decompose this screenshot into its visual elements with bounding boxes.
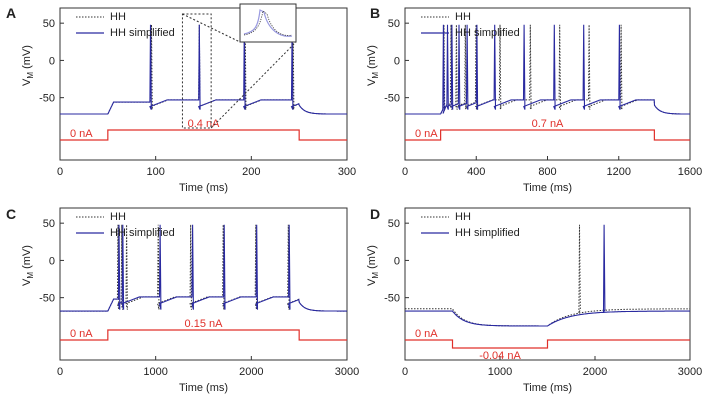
x-tick-label: 800 xyxy=(538,166,556,178)
x-tick-label: 0 xyxy=(57,366,63,378)
y-axis-label: VM (mV) xyxy=(366,45,380,86)
zoom-connector xyxy=(182,13,241,43)
trace-hh xyxy=(60,24,347,115)
x-axis-label: Time (ms) xyxy=(179,382,228,394)
current-base-label: 0 nA xyxy=(70,328,93,340)
inset-trace-simplified xyxy=(243,9,293,37)
legend-label-hh: HH xyxy=(455,211,471,223)
current-step-label: 0.15 nA xyxy=(185,318,224,330)
y-tick-label: 50 xyxy=(388,218,400,230)
current-base-label: 0 nA xyxy=(415,128,438,140)
y-tick-label: -50 xyxy=(39,93,55,105)
stimulus-trace xyxy=(405,129,690,141)
x-tick-label: 300 xyxy=(338,166,356,178)
x-axis-label: Time (ms) xyxy=(179,182,228,194)
legend-label-hh: HH xyxy=(110,11,126,23)
x-tick-label: 100 xyxy=(146,166,164,178)
legend-label-hh-simplified: HH simplified xyxy=(455,27,520,39)
y-tick-label: 0 xyxy=(49,55,55,67)
y-tick-label: 0 xyxy=(394,55,400,67)
trace-hh-simplified xyxy=(60,24,347,115)
stimulus-trace xyxy=(405,339,690,349)
legend-label-hh-simplified: HH simplified xyxy=(110,27,175,39)
zoom-region-box xyxy=(181,13,212,129)
x-tick-label: 2000 xyxy=(583,366,607,378)
legend-label-hh-simplified: HH simplified xyxy=(110,227,175,239)
x-axis-label: Time (ms) xyxy=(523,382,572,394)
stimulus-trace xyxy=(60,329,347,341)
y-tick-label: 0 xyxy=(394,255,400,267)
current-step-label: 0.7 nA xyxy=(532,118,564,130)
current-base-label: 0 nA xyxy=(70,128,93,140)
y-axis-label: VM (mV) xyxy=(21,45,35,86)
plot-frame xyxy=(404,207,691,361)
x-tick-label: 1000 xyxy=(143,366,167,378)
y-tick-label: 50 xyxy=(43,18,55,30)
panel-letter: A xyxy=(6,5,16,21)
current-step-label: -0.04 nA xyxy=(479,350,521,362)
y-tick-label: 50 xyxy=(388,18,400,30)
trace-hh-simplified xyxy=(405,24,690,115)
x-axis-label: Time (ms) xyxy=(523,182,572,194)
plot-frame xyxy=(59,207,348,361)
y-tick-label: 50 xyxy=(43,218,55,230)
x-tick-label: 1600 xyxy=(678,166,702,178)
x-tick-label: 400 xyxy=(467,166,485,178)
legend-label-hh-simplified: HH simplified xyxy=(455,227,520,239)
zoom-connector xyxy=(210,41,297,129)
x-tick-label: 1200 xyxy=(607,166,631,178)
inset-trace-hh xyxy=(243,10,293,36)
trace-hh xyxy=(60,224,347,312)
panel-b: B 50 0 -50 0 400 800 1200 1600 Time (ms) VM (mV) 0 … xyxy=(366,5,702,194)
panel-letter: C xyxy=(6,206,16,222)
x-tick-label: 0 xyxy=(57,166,63,178)
stimulus-trace xyxy=(60,129,347,141)
y-tick-label: 0 xyxy=(49,255,55,267)
trace-hh-simplified xyxy=(60,224,347,312)
x-tick-label: 0 xyxy=(402,166,408,178)
y-axis-label: VM (mV) xyxy=(21,245,35,286)
x-tick-label: 1000 xyxy=(488,366,512,378)
plot-frame xyxy=(59,7,348,161)
panel-letter: D xyxy=(370,206,380,222)
trace-hh xyxy=(405,224,690,327)
legend-label-hh: HH xyxy=(455,11,471,23)
y-axis-label: VM (mV) xyxy=(366,245,380,286)
x-tick-label: 3000 xyxy=(335,366,359,378)
x-tick-label: 200 xyxy=(242,166,260,178)
panel-letter: B xyxy=(370,5,380,21)
panel-d: D 50 0 -50 0 1000 2000 3000 Time (ms) VM (mV) 0 nA… xyxy=(366,206,702,394)
x-tick-label: 0 xyxy=(402,366,408,378)
legend-label-hh: HH xyxy=(110,211,126,223)
y-tick-label: -50 xyxy=(384,293,400,305)
y-tick-label: -50 xyxy=(384,93,400,105)
panel-c: C 50 0 -50 0 1000 2000 3000 Time (ms) VM (mV) 0 nA… xyxy=(6,206,359,394)
x-tick-label: 3000 xyxy=(678,366,702,378)
y-tick-label: -50 xyxy=(39,293,55,305)
trace-hh-simplified xyxy=(405,224,690,327)
current-base-label: 0 nA xyxy=(415,328,438,340)
x-tick-label: 2000 xyxy=(239,366,263,378)
